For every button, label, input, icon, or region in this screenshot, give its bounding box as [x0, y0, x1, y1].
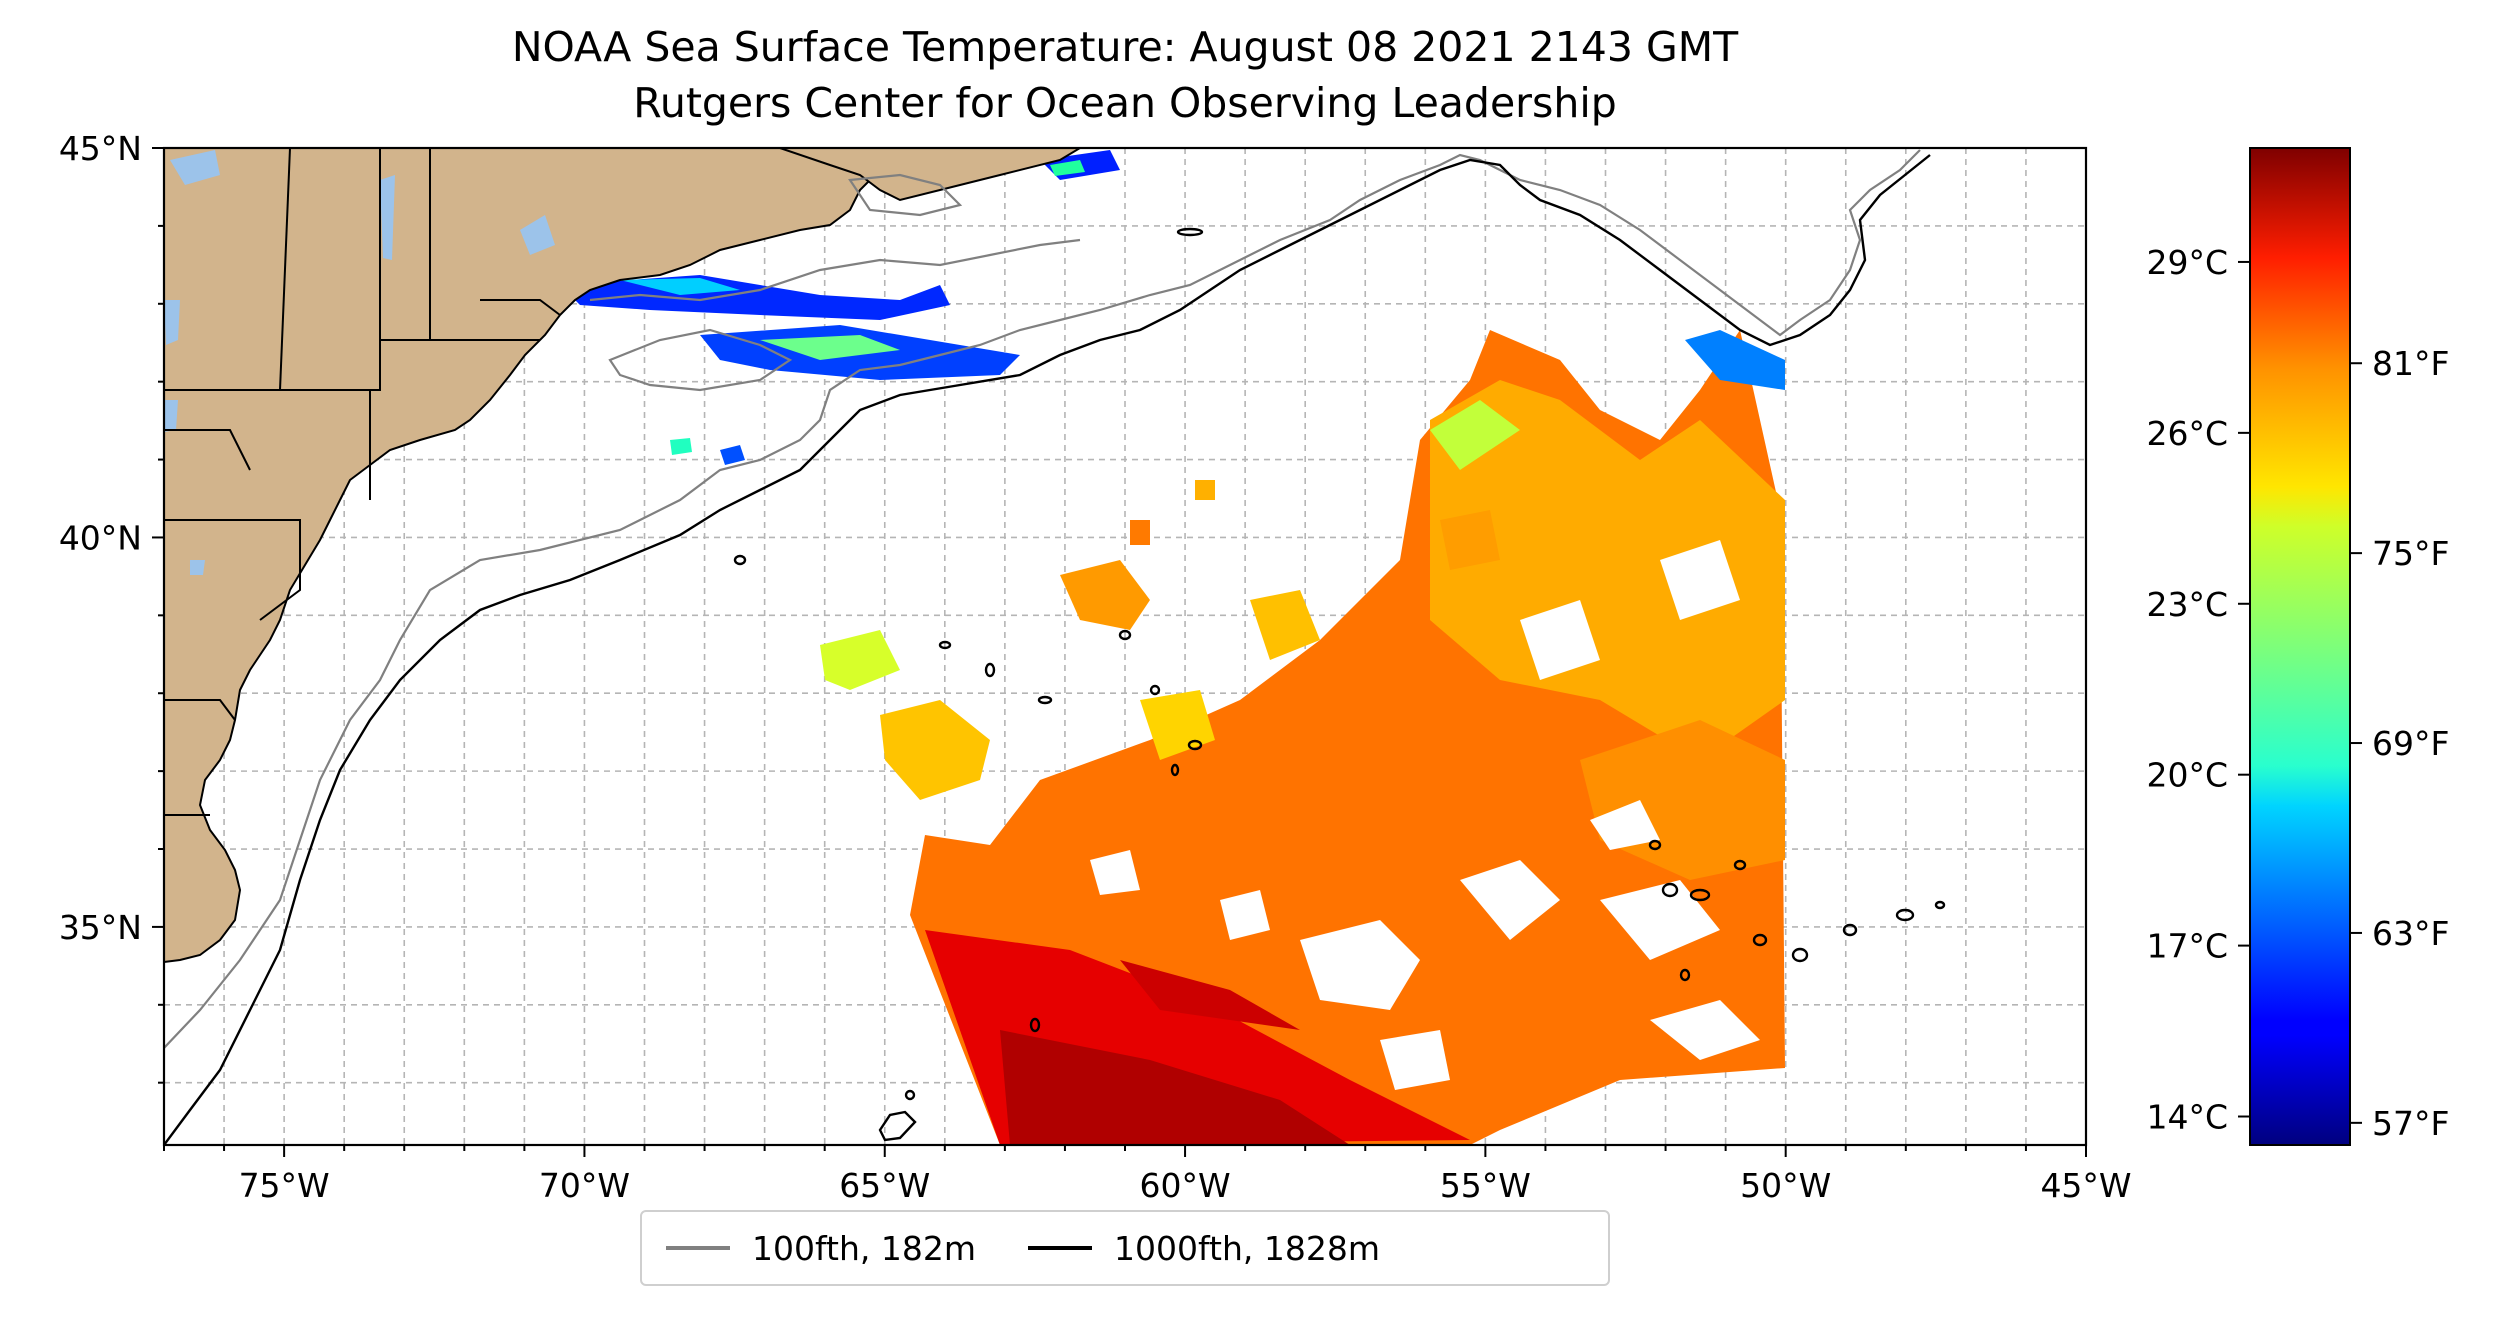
legend-line-black-icon: [1028, 1246, 1092, 1250]
map-area: [164, 148, 2086, 1145]
lat-tick-label: 35°N: [59, 908, 142, 947]
legend-item-100fth: 100fth, 182m: [666, 1229, 976, 1268]
map-subtitle: Rutgers Center for Ocean Observing Leade…: [633, 79, 1617, 127]
lon-tick-label: 70°W: [539, 1166, 630, 1205]
fahrenheit-tick-label: 57°F: [2372, 1104, 2449, 1143]
lat-tick-label: 40°N: [59, 518, 142, 557]
fahrenheit-tick-label: 69°F: [2372, 724, 2449, 763]
colorbar-celsius-ticks: 14°C 17°C 20°C 23°C 26°C 29°C: [2146, 243, 2250, 1137]
fahrenheit-tick-label: 75°F: [2372, 534, 2449, 573]
latitude-axis: 35°N 40°N 45°N: [59, 129, 164, 1084]
legend-label-1000fth: 1000fth, 1828m: [1114, 1228, 1380, 1268]
celsius-tick-label: 26°C: [2146, 414, 2228, 453]
longitude-axis: 75°W 70°W 65°W 60°W 55°W 50°W 45°W: [163, 1145, 2132, 1205]
map-title: NOAA Sea Surface Temperature: August 08 …: [511, 23, 1739, 71]
celsius-tick-label: 29°C: [2146, 243, 2228, 282]
celsius-tick-label: 20°C: [2146, 756, 2228, 795]
fahrenheit-tick-label: 81°F: [2372, 344, 2449, 383]
lat-tick-label: 45°N: [59, 129, 142, 168]
legend-line-gray-icon: [666, 1246, 730, 1250]
celsius-tick-label: 23°C: [2146, 585, 2228, 624]
celsius-tick-label: 14°C: [2146, 1098, 2228, 1137]
lon-tick-label: 45°W: [2040, 1166, 2131, 1205]
colorbar: 14°C 17°C 20°C 23°C 26°C 29°C 57°F 63°F 69°F 75°…: [2146, 147, 2449, 1146]
land: [164, 148, 1082, 964]
lon-tick-label: 75°W: [239, 1166, 330, 1205]
isobath-100fth: [164, 149, 1921, 1049]
colorbar-gradient: [2249, 147, 2351, 1146]
lon-tick-label: 55°W: [1440, 1166, 1531, 1205]
isobath-1000fth: [164, 154, 1946, 1145]
lon-tick-label: 65°W: [839, 1166, 930, 1205]
celsius-tick-label: 17°C: [2146, 927, 2228, 966]
fahrenheit-tick-label: 63°F: [2372, 914, 2449, 953]
lon-tick-label: 60°W: [1140, 1166, 1231, 1205]
legend-item-1000fth: 1000fth, 1828m: [1028, 1229, 1380, 1268]
sst-swath: [560, 150, 1785, 1145]
lon-tick-label: 50°W: [1740, 1166, 1831, 1205]
legend-label-100fth: 100fth, 182m: [752, 1228, 976, 1268]
map-legend: 100fth, 182m 1000fth, 1828m: [640, 1210, 1610, 1286]
colorbar-fahrenheit-ticks: 57°F 63°F 69°F 75°F 81°F: [2350, 344, 2449, 1143]
